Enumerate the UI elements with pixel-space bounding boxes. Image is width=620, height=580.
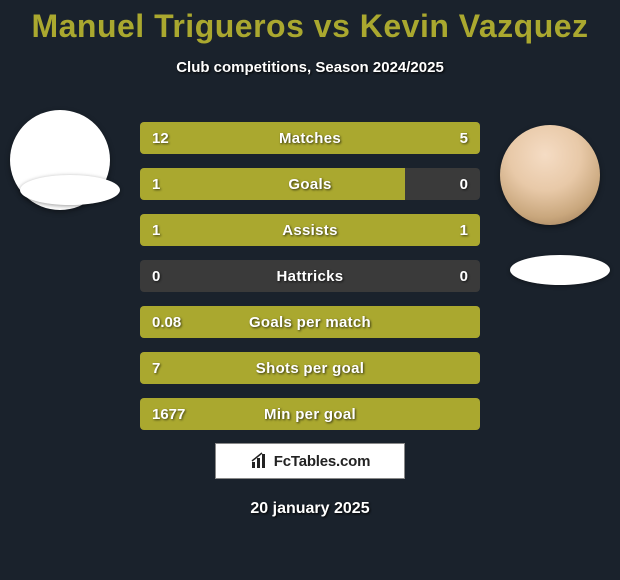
chart-icon [250, 452, 268, 470]
stat-bar: 0.08Goals per match [140, 306, 480, 338]
club-badge-right [510, 255, 610, 285]
fctables-logo[interactable]: FcTables.com [215, 443, 405, 479]
stat-bar: 7Shots per goal [140, 352, 480, 384]
player-avatar-right [500, 125, 600, 225]
stat-label: Goals [140, 168, 480, 200]
page-title: Manuel Trigueros vs Kevin Vazquez [0, 0, 620, 45]
stat-label: Matches [140, 122, 480, 154]
stat-bar: 10Goals [140, 168, 480, 200]
stat-label: Min per goal [140, 398, 480, 430]
stat-label: Shots per goal [140, 352, 480, 384]
stat-bars-container: 125Matches 10Goals 11Assists 00Hattricks 0.0… [140, 122, 480, 444]
stat-bar: 00Hattricks [140, 260, 480, 292]
stat-bar: 11Assists [140, 214, 480, 246]
stat-label: Hattricks [140, 260, 480, 292]
stat-label: Assists [140, 214, 480, 246]
stat-label: Goals per match [140, 306, 480, 338]
club-badge-left [20, 175, 120, 205]
stat-bar: 125Matches [140, 122, 480, 154]
report-date: 20 january 2025 [0, 500, 620, 518]
logo-text: FcTables.com [274, 453, 371, 470]
stat-bar: 1677Min per goal [140, 398, 480, 430]
subtitle: Club competitions, Season 2024/2025 [0, 59, 620, 76]
